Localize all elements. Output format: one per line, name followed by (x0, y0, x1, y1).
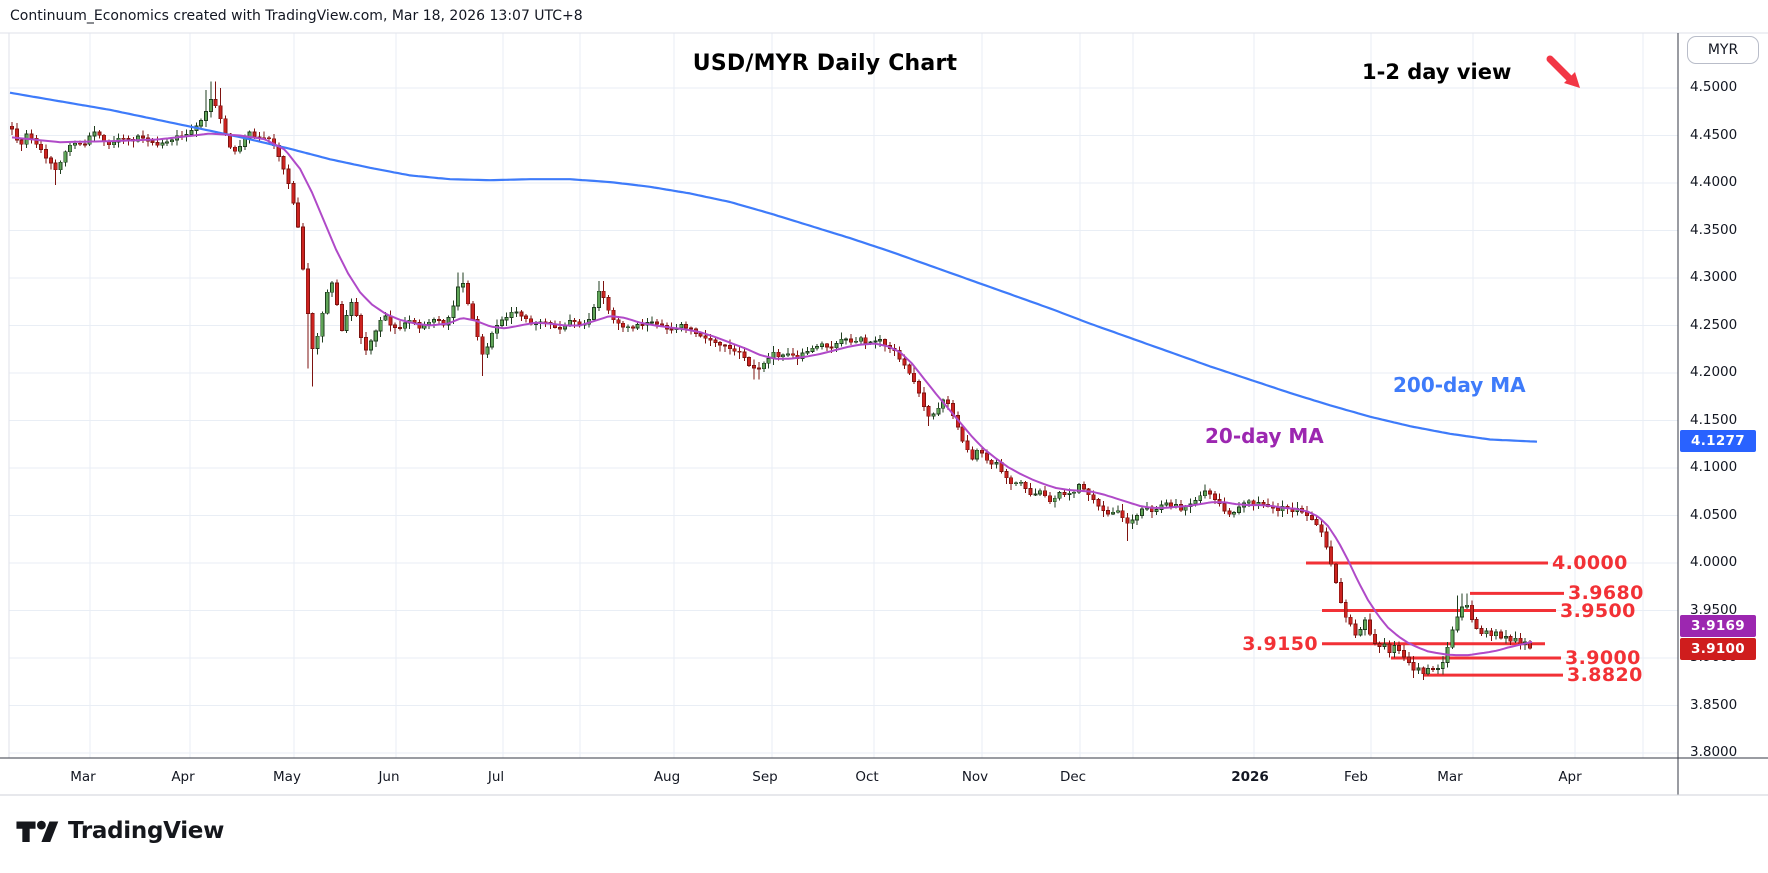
price-tick-label: 4.5000 (1690, 79, 1738, 95)
price-tick-label: 4.4500 (1690, 126, 1738, 143)
price-axis[interactable] (1679, 33, 1768, 795)
ma200-price-badge: 4.1277 (1680, 430, 1756, 452)
month-label: Jul (487, 769, 505, 785)
price-tick-label: 4.3500 (1690, 221, 1738, 238)
month-label: Dec (1059, 769, 1087, 785)
tradingview-wordmark[interactable]: TradingView (68, 818, 225, 844)
ma20-line[interactable] (11, 132, 1533, 657)
price-tick-label: 4.3000 (1690, 269, 1738, 285)
ma200-label[interactable]: 200-day MA (1393, 373, 1526, 397)
ma20-label[interactable]: 20-day MA (1205, 424, 1324, 448)
support-resistance-lines[interactable] (1306, 561, 1564, 677)
price-tick-label: 4.2500 (1690, 316, 1738, 333)
currency-toggle-button[interactable]: MYR (1687, 36, 1759, 64)
chart-frame-lines (0, 32, 1768, 796)
view-note-annotation[interactable]: 1-2 day view (1362, 60, 1512, 84)
attribution-text: Continuum_Economics created with Trading… (10, 8, 583, 24)
chart-title[interactable]: USD/MYR Daily Chart (692, 51, 958, 76)
month-label: May (273, 769, 301, 785)
level-label[interactable]: 3.8820 (1567, 664, 1643, 687)
tradingview-logo-icon[interactable] (15, 816, 59, 846)
level-label[interactable]: 3.9500 (1560, 599, 1636, 622)
level-label[interactable]: 3.9000 (1565, 647, 1641, 669)
price-tick-label: 3.8500 (1690, 696, 1738, 713)
price-tick-label: 3.9500 (1690, 601, 1738, 618)
month-label: Apr (1558, 769, 1582, 785)
month-label: Nov (961, 769, 989, 785)
price-tick-label: 4.4000 (1690, 174, 1738, 190)
month-label: Sep (752, 769, 778, 785)
price-tick-label: 4.2000 (1690, 364, 1738, 380)
month-label: 2026 (1231, 769, 1269, 785)
down-right-arrow-icon[interactable] (1546, 55, 1580, 88)
price-tick-label: 4.1000 (1690, 459, 1738, 475)
month-label: Mar (70, 769, 96, 785)
month-label: Feb (1344, 769, 1368, 785)
month-label: Aug (653, 769, 681, 785)
month-label: Oct (855, 769, 879, 785)
level-label[interactable]: 3.9150 (1242, 632, 1318, 655)
footer-bar: TradingView (15, 816, 224, 846)
last-price-badge: 3.9100 (1680, 638, 1756, 660)
level-label[interactable]: 3.9680 (1568, 582, 1644, 605)
price-tick-label: 4.1500 (1690, 411, 1738, 428)
price-tick-label: 3.8000 (1690, 744, 1738, 760)
price-tick-label: 4.0000 (1690, 554, 1738, 570)
level-label[interactable]: 4.0000 (1552, 552, 1628, 574)
ma200-line[interactable] (9, 91, 1538, 443)
month-label: Apr (171, 769, 195, 785)
month-label: Mar (1437, 769, 1463, 785)
time-axis[interactable] (9, 758, 1768, 795)
candlesticks (9, 81, 1533, 680)
ma20-price-badge: 3.9169 (1680, 615, 1756, 637)
price-tick-label: 4.0500 (1690, 506, 1738, 523)
month-label: Jun (378, 769, 400, 785)
